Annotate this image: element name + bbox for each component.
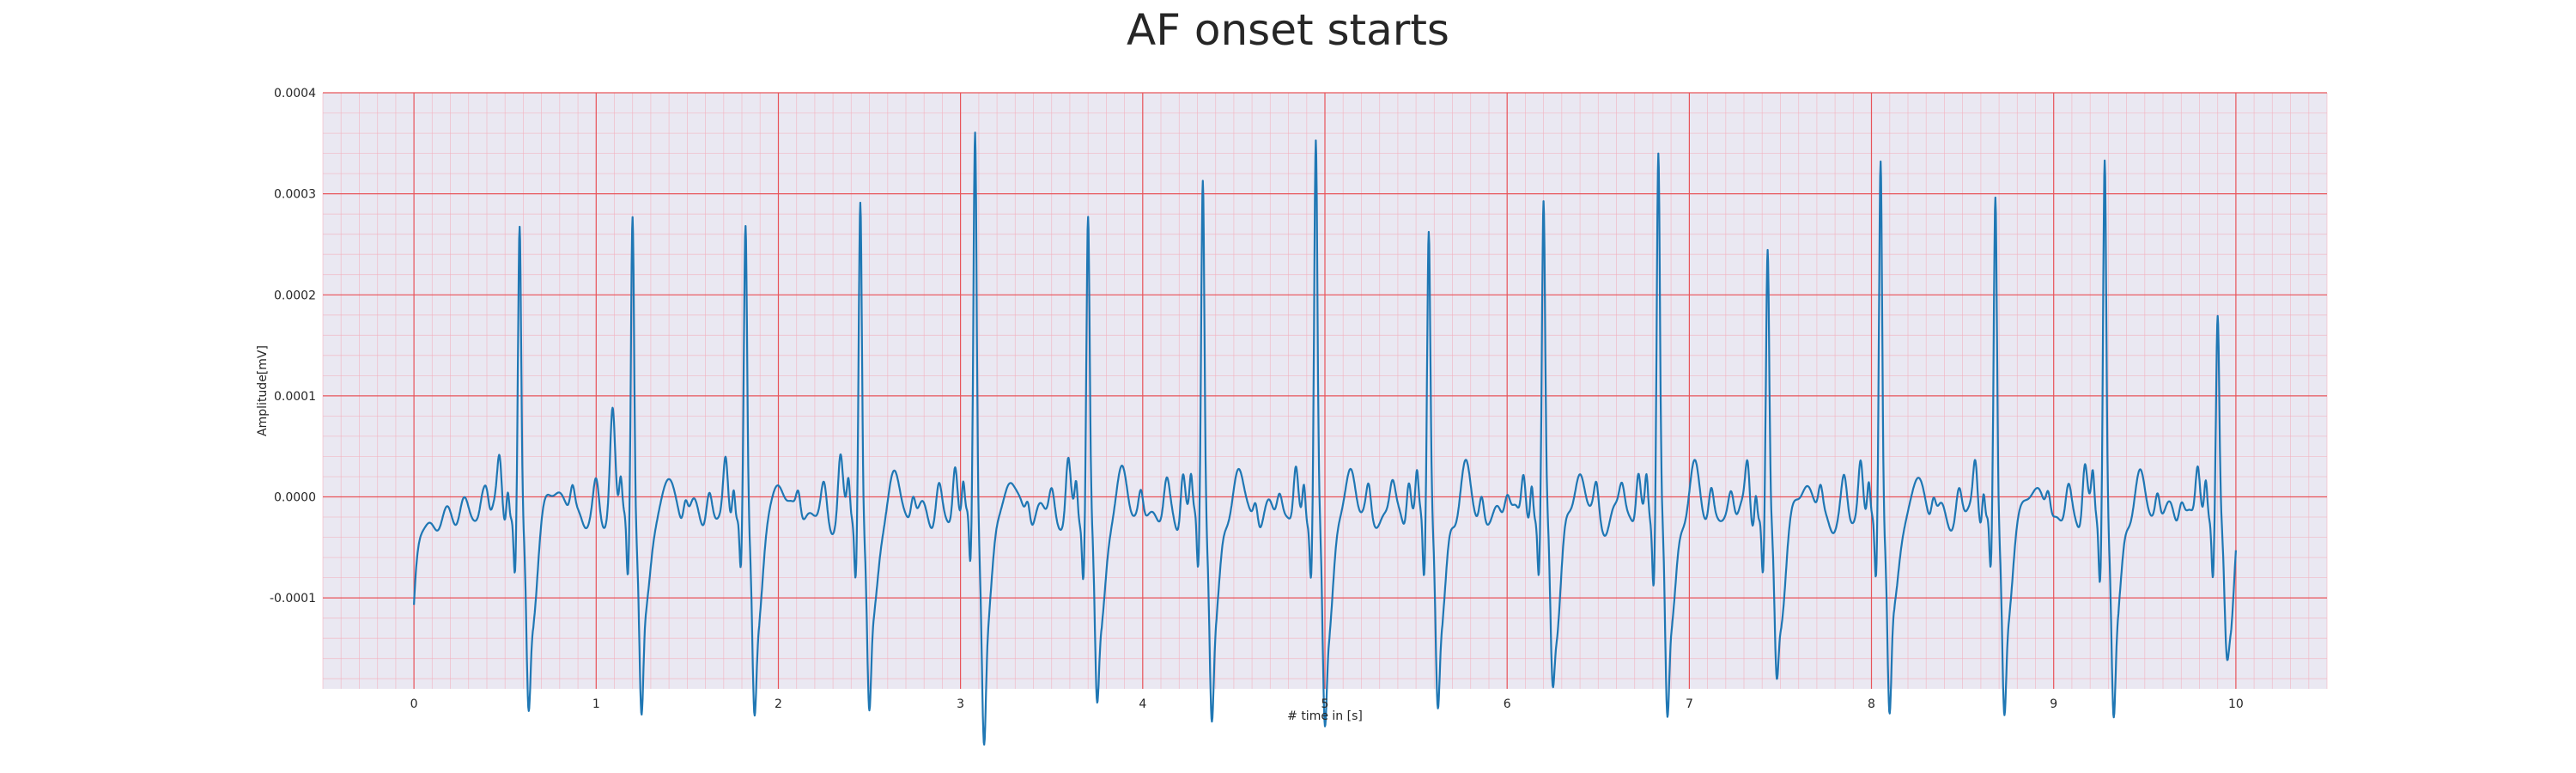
x-tick-label: 0 [410, 697, 418, 711]
series-group [413, 131, 2237, 746]
y-tick-label: 0.0002 [274, 289, 316, 302]
x-tick-label: 6 [1504, 697, 1511, 711]
x-tick-label: 8 [1868, 697, 1875, 711]
y-tick-label: 0.0003 [274, 188, 316, 202]
chart-title: AF onset starts [1127, 5, 1449, 55]
y-axis-ticks: -0.0001 0.0000 0.0001 0.0002 0.0003 0.0004 [270, 87, 316, 606]
x-tick-label: 5 [1321, 697, 1329, 711]
x-tick-label: 7 [1686, 697, 1693, 711]
x-tick-label: 3 [957, 697, 964, 711]
y-axis-label: Amplitude[mV] [256, 345, 270, 436]
ecg-series-line [413, 131, 2237, 746]
x-tick-label: 2 [775, 697, 782, 711]
y-tick-label: 0.0004 [274, 87, 316, 100]
y-tick-label: 0.0000 [274, 491, 316, 505]
x-axis-label: # time in [s] [1287, 709, 1363, 723]
x-axis-ticks: 0 1 2 3 4 5 6 7 8 9 10 [410, 697, 2244, 711]
x-tick-label: 10 [2228, 697, 2244, 711]
y-tick-label: 0.0001 [274, 390, 316, 404]
x-tick-label: 4 [1139, 697, 1146, 711]
y-tick-label: -0.0001 [270, 592, 316, 606]
x-tick-label: 1 [592, 697, 600, 711]
x-tick-label: 9 [2050, 697, 2057, 711]
